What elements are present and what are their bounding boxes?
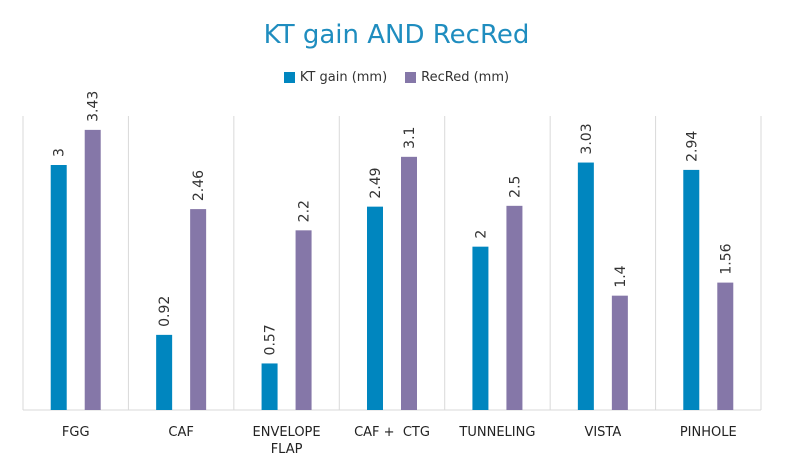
bar-recred xyxy=(717,282,734,410)
bar-kt-gain xyxy=(156,334,173,410)
data-label: 2.2 xyxy=(297,200,313,222)
x-tick-label: CAF xyxy=(168,425,193,440)
data-label: 2 xyxy=(473,230,489,239)
data-label: 1.56 xyxy=(718,243,734,274)
data-label: 3.1 xyxy=(402,127,418,149)
x-tick-label: TUNNELING xyxy=(458,425,535,440)
data-label: 3 xyxy=(52,148,68,157)
legend-label-recred: RecRed (mm) xyxy=(421,70,510,85)
legend-item-recred: RecRed (mm) xyxy=(405,70,509,85)
data-label: 3.43 xyxy=(86,91,102,122)
bar-kt-gain xyxy=(367,206,383,410)
bar-recred xyxy=(190,209,207,410)
bar-kt-gain xyxy=(261,363,278,410)
bar-recred xyxy=(295,230,312,410)
x-tick-label: PINHOLE xyxy=(680,425,737,440)
bar-recred xyxy=(401,156,417,410)
legend-item-kt-gain: KT gain (mm) xyxy=(283,70,388,85)
x-tick-label: FGG xyxy=(62,425,90,440)
legend-swatch-kt-gain xyxy=(283,72,295,83)
data-label: 2.5 xyxy=(507,176,523,198)
data-label: 0.92 xyxy=(157,296,173,327)
data-label: 0.57 xyxy=(263,324,279,355)
legend-label-kt-gain: KT gain (mm) xyxy=(299,70,388,85)
bar-kt-gain xyxy=(472,246,489,410)
bar-kt-gain xyxy=(577,162,594,410)
bar-recred xyxy=(611,295,628,410)
data-label: 3.03 xyxy=(579,123,595,154)
legend-swatch-recred xyxy=(405,72,417,83)
x-tick-label: CAF + CTG xyxy=(354,425,430,440)
data-label: 2.49 xyxy=(368,167,384,198)
bar-recred xyxy=(84,129,101,410)
data-label: 2.46 xyxy=(191,170,207,201)
legend: KT gain (mm) RecRed (mm) xyxy=(0,70,793,85)
bar-recred xyxy=(506,205,523,410)
x-tick-label: ENVELOPE xyxy=(253,425,321,440)
bar-kt-gain xyxy=(50,165,67,410)
bar-kt-gain xyxy=(683,169,700,410)
data-label: 2.94 xyxy=(684,131,700,162)
x-tick-label: FLAP xyxy=(271,442,303,453)
data-label: 1.4 xyxy=(613,265,629,287)
chart-title: KT gain AND RecRed xyxy=(263,20,530,50)
x-tick-label: VISTA xyxy=(584,425,621,440)
